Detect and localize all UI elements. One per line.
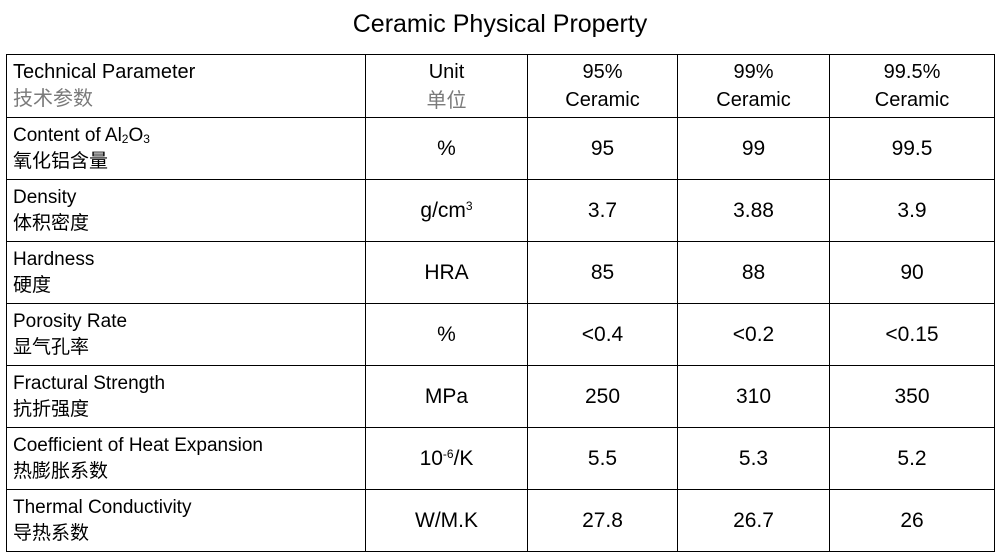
row-parameter-cell: Content of Al2O3 氧化铝含量 (6, 117, 366, 180)
row-parameter-en: Fractural Strength (13, 372, 166, 394)
unit-text: /K (453, 446, 474, 470)
property-table: Technical Parameter 技术参数 Unit 单位 95% Cer… (6, 54, 995, 552)
unit-superscript: 3 (465, 198, 473, 213)
row-parameter-en: Coefficient of Heat Expansion (13, 434, 263, 456)
row-value-99: 88 (677, 241, 830, 304)
row-value-95: 3.7 (527, 179, 678, 242)
header-grade-95-percent: 95% (582, 61, 623, 83)
header-grade-99-label: Ceramic (716, 89, 791, 111)
row-value-95: <0.4 (527, 303, 678, 366)
table-row: Hardness 硬度 HRA 85 88 90 (6, 241, 995, 304)
table-row: Thermal Conductivity 导热系数 W/M.K 27.8 26.… (6, 489, 995, 552)
row-value-995: 99.5 (829, 117, 995, 180)
row-parameter-cell: Coefficient of Heat Expansion 热膨胀系数 (6, 427, 366, 490)
header-parameter-cell: Technical Parameter 技术参数 (6, 54, 366, 118)
page-title: Ceramic Physical Property (352, 10, 648, 38)
row-parameter-zh: 体积密度 (13, 211, 90, 234)
row-value-995: 5.2 (829, 427, 995, 490)
row-value-995: 26 (829, 489, 995, 552)
param-subscript: 3 (143, 131, 150, 146)
param-text: O (128, 124, 144, 146)
header-grade-995-percent: 99.5% (883, 61, 941, 83)
table-row: Content of Al2O3 氧化铝含量 % 95 99 99.5 (6, 117, 995, 180)
row-unit: % (365, 117, 528, 180)
row-unit: 10-6/K (365, 427, 528, 490)
table-row: Porosity Rate 显气孔率 % <0.4 <0.2 <0.15 (6, 303, 995, 366)
row-value-995: 350 (829, 365, 995, 428)
header-parameter-en: Technical Parameter (13, 61, 196, 83)
row-parameter-cell: Density 体积密度 (6, 179, 366, 242)
table-row: Density 体积密度 g/cm3 3.7 3.88 3.9 (6, 179, 995, 242)
row-parameter-cell: Fractural Strength 抗折强度 (6, 365, 366, 428)
header-grade-99: 99% Ceramic (677, 54, 830, 118)
row-value-995: 90 (829, 241, 995, 304)
row-value-99: 310 (677, 365, 830, 428)
row-value-99: 3.88 (677, 179, 830, 242)
row-value-95: 5.5 (527, 427, 678, 490)
row-value-99: 99 (677, 117, 830, 180)
row-parameter-zh: 抗折强度 (13, 397, 90, 420)
header-parameter-zh: 技术参数 (13, 86, 93, 110)
header-grade-95: 95% Ceramic (527, 54, 678, 118)
row-unit: HRA (365, 241, 528, 304)
row-value-95: 27.8 (527, 489, 678, 552)
row-value-99: 26.7 (677, 489, 830, 552)
row-value-95: 250 (527, 365, 678, 428)
unit-superscript: -6 (442, 446, 454, 461)
unit-text: 10 (419, 446, 443, 470)
row-unit: W/M.K (365, 489, 528, 552)
row-parameter-en: Thermal Conductivity (13, 496, 192, 518)
param-text: Content of Al (13, 124, 122, 146)
row-value-99: 5.3 (677, 427, 830, 490)
row-parameter-zh: 氧化铝含量 (13, 149, 109, 172)
row-parameter-en: Porosity Rate (13, 310, 128, 332)
table-row: Coefficient of Heat Expansion 热膨胀系数 10-6… (6, 427, 995, 490)
param-subscript: 2 (121, 131, 129, 146)
row-parameter-zh: 导热系数 (13, 521, 90, 544)
table-row: Fractural Strength 抗折强度 MPa 250 310 350 (6, 365, 995, 428)
row-parameter-zh: 硬度 (13, 273, 52, 296)
unit-text: g/cm (420, 198, 466, 222)
row-value-995: <0.15 (829, 303, 995, 366)
table-header-row: Technical Parameter 技术参数 Unit 单位 95% Cer… (6, 54, 995, 118)
row-parameter-en: Density (13, 186, 77, 208)
row-parameter-cell: Hardness 硬度 (6, 241, 366, 304)
row-unit: % (365, 303, 528, 366)
header-unit-en: Unit (428, 61, 465, 83)
header-grade-995-label: Ceramic (874, 89, 950, 111)
header-unit-zh: 单位 (426, 88, 467, 112)
row-parameter-cell: Thermal Conductivity 导热系数 (6, 489, 366, 552)
row-parameter-cell: Porosity Rate 显气孔率 (6, 303, 366, 366)
header-grade-995: 99.5% Ceramic (829, 54, 995, 118)
header-grade-99-percent: 99% (733, 61, 774, 83)
row-parameter-zh: 热膨胀系数 (13, 459, 109, 482)
row-value-95: 95 (527, 117, 678, 180)
row-parameter-zh: 显气孔率 (13, 335, 90, 358)
row-value-995: 3.9 (829, 179, 995, 242)
row-value-99: <0.2 (677, 303, 830, 366)
header-unit-cell: Unit 单位 (365, 54, 528, 118)
row-unit: MPa (365, 365, 528, 428)
row-parameter-en: Hardness (13, 248, 95, 270)
row-parameter-en: Content of Al2O3 (13, 123, 365, 148)
header-grade-95-label: Ceramic (565, 89, 640, 111)
row-value-95: 85 (527, 241, 678, 304)
row-unit: g/cm3 (365, 179, 528, 242)
